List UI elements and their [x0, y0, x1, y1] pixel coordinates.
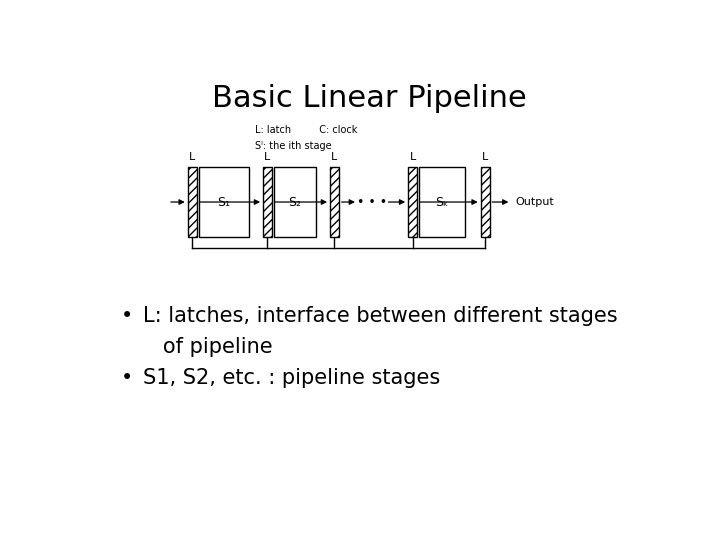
Text: L: L: [410, 152, 415, 161]
Bar: [188, 167, 197, 238]
Text: •: •: [121, 368, 133, 388]
Bar: [419, 167, 465, 238]
Text: L: latches, interface between different stages: L: latches, interface between different …: [143, 306, 618, 326]
Bar: [263, 167, 272, 238]
Text: Output: Output: [516, 197, 554, 207]
Text: • • •: • • •: [356, 195, 387, 208]
Text: •: •: [121, 306, 133, 326]
Text: Sₖ: Sₖ: [436, 195, 449, 208]
Bar: [330, 167, 339, 238]
Text: L: latch         C: clock: L: latch C: clock: [255, 125, 357, 136]
Bar: [274, 167, 316, 238]
Text: S₂: S₂: [289, 195, 302, 208]
Text: L: L: [331, 152, 338, 161]
Bar: [199, 167, 249, 238]
Text: L: L: [189, 152, 195, 161]
Text: S1, S2, etc. : pipeline stages: S1, S2, etc. : pipeline stages: [143, 368, 440, 388]
Text: of pipeline: of pipeline: [143, 337, 273, 357]
Text: Basic Linear Pipeline: Basic Linear Pipeline: [212, 84, 526, 112]
Text: Sᴵ: the ith stage: Sᴵ: the ith stage: [255, 141, 331, 151]
Bar: [408, 167, 417, 238]
Text: L: L: [264, 152, 271, 161]
Text: L: L: [482, 152, 488, 161]
Text: S₁: S₁: [217, 195, 230, 208]
Bar: [481, 167, 490, 238]
